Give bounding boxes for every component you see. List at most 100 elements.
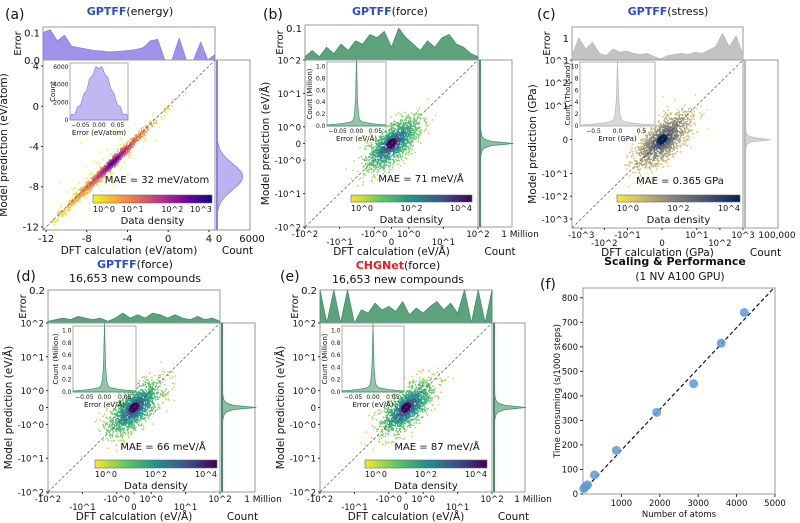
- data-point: [663, 110, 665, 112]
- count-tick-label: 6000: [239, 234, 264, 245]
- data-point: [680, 133, 682, 136]
- colorbar-label: Data density: [647, 215, 711, 226]
- data-point: [643, 163, 645, 165]
- data-point: [78, 194, 81, 197]
- data-point: [103, 169, 105, 172]
- data-point: [362, 166, 365, 168]
- data-point: [106, 168, 108, 170]
- data-point: [637, 168, 639, 171]
- data-point: [146, 396, 148, 398]
- data-point: [377, 158, 379, 160]
- data-point: [400, 123, 403, 125]
- data-point: [420, 130, 422, 132]
- data-point: [388, 129, 390, 132]
- data-point: [675, 146, 677, 148]
- data-point: [661, 130, 664, 132]
- data-point: [372, 153, 374, 155]
- data-point: [641, 139, 643, 141]
- panel-title: GPTFF(force): [352, 5, 428, 18]
- data-point: [683, 104, 686, 106]
- data-point: [77, 181, 80, 184]
- inset-histogram: [69, 66, 129, 121]
- data-point: [152, 119, 155, 121]
- data-point: [669, 148, 671, 150]
- data-point: [368, 155, 371, 158]
- data-point: [386, 141, 388, 144]
- data-point: [401, 119, 404, 122]
- data-point: [80, 193, 82, 196]
- data-point: [408, 114, 410, 117]
- data-point: [403, 119, 406, 121]
- data-point: [74, 188, 76, 190]
- data-point: [145, 405, 147, 408]
- data-point: [652, 166, 654, 168]
- data-point: [53, 223, 55, 226]
- data-point: [140, 392, 142, 394]
- data-point: [402, 146, 404, 148]
- data-point: [394, 123, 396, 125]
- data-point: [134, 138, 136, 140]
- data-point: [123, 162, 125, 164]
- data-point: [395, 122, 397, 124]
- x-tick-label: -8: [82, 234, 92, 245]
- data-point: [632, 154, 634, 157]
- data-point: [121, 153, 123, 155]
- data-point: [689, 119, 691, 121]
- count-axis-label: Count: [484, 246, 515, 258]
- data-point: [629, 152, 631, 154]
- data-point: [403, 125, 405, 127]
- data-point: [369, 133, 371, 135]
- data-point: [85, 184, 88, 186]
- data-point: [121, 147, 123, 149]
- data-point: [380, 157, 382, 159]
- data-point: [405, 126, 407, 129]
- data-point: [136, 134, 138, 137]
- data-point: [662, 124, 665, 126]
- data-point: [413, 132, 416, 135]
- data-point: [392, 153, 394, 156]
- error-axis-label: Error: [542, 30, 553, 55]
- x-tick-label: 10^0: [397, 230, 420, 240]
- data-point: [389, 152, 391, 155]
- data-point: [376, 160, 378, 163]
- x-tick-label: 4: [206, 234, 212, 245]
- data-point: [392, 146, 394, 149]
- y-tick-label: 0: [33, 102, 39, 113]
- data-point: [69, 205, 71, 208]
- data-point: [381, 150, 383, 152]
- data-point: [686, 120, 688, 123]
- data-point: [77, 195, 80, 197]
- data-point: [687, 135, 690, 137]
- data-point: [109, 160, 111, 162]
- data-point: [123, 427, 126, 429]
- panel-title: GPTFF(force): [97, 258, 173, 271]
- data-point: [172, 382, 174, 384]
- data-point: [410, 131, 412, 133]
- data-point: [676, 148, 679, 150]
- data-point: [411, 112, 413, 114]
- data-point: [386, 155, 388, 157]
- data-point: [396, 143, 399, 145]
- data-point: [358, 178, 360, 180]
- data-point: [135, 399, 137, 401]
- data-point: [686, 138, 689, 140]
- data-point: [114, 164, 116, 167]
- data-point: [397, 139, 399, 141]
- data-point: [644, 151, 647, 153]
- data-point: [381, 156, 383, 158]
- data-point: [425, 109, 427, 111]
- data-point: [69, 203, 72, 205]
- data-point: [673, 133, 675, 135]
- data-point: [397, 156, 400, 158]
- data-point: [130, 154, 133, 157]
- data-point: [75, 199, 78, 202]
- x-tick-label: 10^2: [708, 239, 731, 249]
- data-point: [660, 158, 662, 160]
- data-point: [414, 130, 417, 133]
- data-point: [642, 153, 644, 155]
- data-point: [119, 138, 121, 140]
- inset-x-label: Error (eV/atom): [72, 129, 127, 137]
- data-point: [655, 165, 657, 168]
- data-point: [666, 135, 669, 138]
- data-point: [375, 142, 377, 144]
